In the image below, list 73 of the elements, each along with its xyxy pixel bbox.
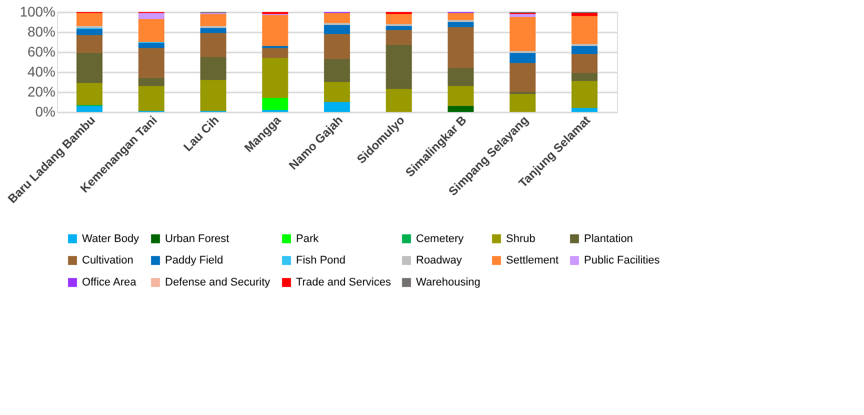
bar bbox=[572, 13, 598, 16]
bar bbox=[572, 46, 598, 54]
bar bbox=[448, 13, 474, 20]
bar bbox=[572, 54, 598, 73]
bar bbox=[510, 94, 536, 112]
bar bbox=[76, 106, 102, 112]
bar bbox=[386, 30, 412, 45]
legend-label: Shrub bbox=[506, 232, 536, 245]
bar bbox=[76, 53, 102, 83]
bar bbox=[262, 98, 288, 110]
bar bbox=[76, 29, 102, 35]
legend-label: Defense and Security bbox=[165, 276, 271, 288]
bar bbox=[510, 53, 536, 63]
bar bbox=[76, 83, 102, 105]
y-tick-label: 0% bbox=[35, 104, 56, 120]
legend-label: Settlement bbox=[506, 254, 559, 266]
legend-label: Cemetery bbox=[416, 232, 464, 245]
legend-label: Plantation bbox=[584, 232, 633, 245]
y-tick-label: 80% bbox=[27, 24, 56, 40]
bar bbox=[138, 43, 164, 48]
bar bbox=[510, 14, 536, 17]
bar bbox=[138, 13, 164, 19]
bar bbox=[200, 28, 226, 33]
bar bbox=[324, 102, 350, 112]
bar bbox=[510, 17, 536, 51]
bar bbox=[138, 19, 164, 42]
x-tick-label: Lau Cih bbox=[180, 113, 222, 154]
bar bbox=[138, 78, 164, 86]
bar bbox=[324, 82, 350, 102]
y-tick-label: 20% bbox=[27, 84, 56, 100]
legend-label: Trade and Services bbox=[296, 276, 392, 288]
bar bbox=[448, 68, 474, 86]
bar bbox=[262, 15, 288, 46]
bar bbox=[76, 13, 102, 26]
legend-label: Warehousing bbox=[416, 276, 480, 288]
bar bbox=[324, 13, 350, 23]
bar bbox=[200, 14, 226, 26]
bar bbox=[76, 35, 102, 53]
bar bbox=[200, 80, 226, 111]
bar bbox=[386, 14, 412, 24]
legend-label: Fish Pond bbox=[296, 254, 346, 266]
bar bbox=[324, 59, 350, 82]
legend-label: Water Body bbox=[82, 232, 140, 245]
legend-label: Paddy Field bbox=[165, 254, 224, 266]
legend-label: Park bbox=[296, 232, 320, 245]
bar bbox=[200, 57, 226, 80]
y-tick-label: 100% bbox=[20, 4, 56, 20]
bar bbox=[386, 26, 412, 30]
legend-label: Office Area bbox=[82, 276, 138, 288]
legend-label: Cultivation bbox=[82, 254, 134, 266]
bar bbox=[138, 48, 164, 78]
bar bbox=[262, 48, 288, 58]
bar bbox=[572, 108, 598, 112]
bar bbox=[448, 22, 474, 27]
bar bbox=[572, 16, 598, 44]
y-tick-label: 60% bbox=[27, 44, 56, 60]
bar bbox=[324, 25, 350, 34]
bar bbox=[324, 34, 350, 59]
legend-label: Urban Forest bbox=[165, 232, 230, 245]
y-tick-label: 40% bbox=[27, 64, 56, 80]
bar bbox=[448, 106, 474, 112]
bar bbox=[448, 27, 474, 68]
bar bbox=[138, 86, 164, 111]
bar bbox=[386, 89, 412, 112]
bar bbox=[510, 63, 536, 92]
bar bbox=[448, 86, 474, 106]
bar bbox=[200, 33, 226, 57]
bar bbox=[572, 73, 598, 81]
legend-label: Public Facilities bbox=[584, 254, 660, 266]
bar bbox=[386, 45, 412, 89]
bar bbox=[262, 58, 288, 98]
legend-label: Roadway bbox=[416, 254, 462, 266]
bar bbox=[572, 81, 598, 108]
